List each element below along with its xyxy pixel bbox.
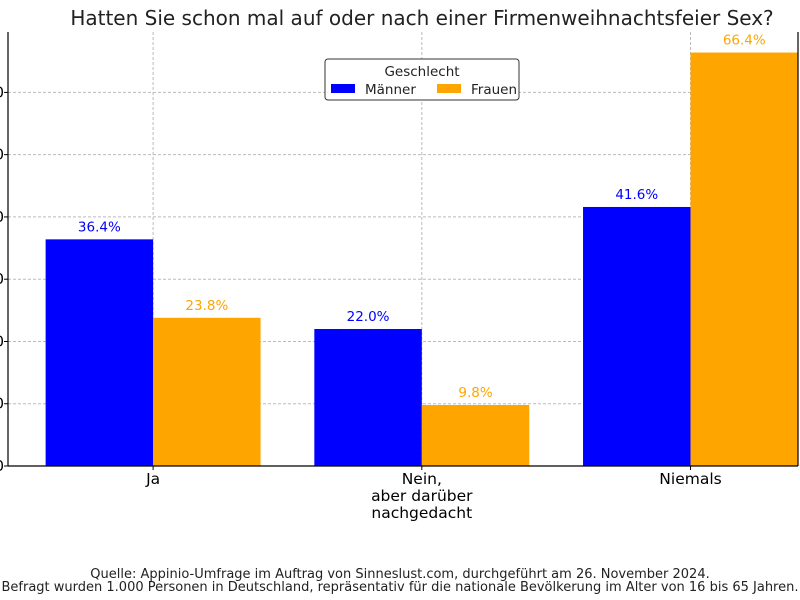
data-label: 9.8% <box>458 385 492 401</box>
data-label: 22.0% <box>347 309 390 325</box>
legend-label-maenner: Männer <box>365 82 416 98</box>
bar-maenner <box>583 206 691 467</box>
legend-label-frauen: Frauen <box>471 82 517 98</box>
bar-maenner <box>45 239 154 466</box>
y-tick-label: 40 <box>0 208 4 226</box>
x-tick-label: aber darüber <box>371 487 473 505</box>
data-label: 36.4% <box>78 219 121 235</box>
data-label: 41.6% <box>615 187 658 203</box>
x-tick-label: Ja <box>145 470 160 488</box>
legend-swatch-maenner <box>331 84 355 93</box>
x-tick-label: Nein, <box>402 470 442 488</box>
bars: 36.4% 22.0% 41.6% 23.8% 9.8% 66.4% <box>45 33 798 467</box>
y-tick-label: 30 <box>0 270 4 288</box>
y-tick-label: 60 <box>0 83 4 101</box>
source-line-1: Quelle: Appinio-Umfrage im Auftrag von S… <box>90 567 710 582</box>
legend-swatch-frauen <box>437 84 461 93</box>
y-tick-label: 10 <box>0 395 4 413</box>
y-tick-label: 50 <box>0 146 4 164</box>
bar-frauen <box>421 404 530 466</box>
legend-title: Geschlecht <box>384 64 459 80</box>
data-label: 23.8% <box>185 298 228 314</box>
bar-maenner <box>314 329 422 466</box>
bar-frauen <box>690 52 798 466</box>
y-tick-label: 20 <box>0 332 4 350</box>
x-tick-label: nachgedacht <box>371 504 472 522</box>
axes: 0 10 20 30 40 50 60 Ja Nein,aber darübernachgeda… <box>0 32 799 522</box>
data-label: 66.4% <box>723 33 766 49</box>
legend: Geschlecht Männer Frauen <box>324 58 520 101</box>
y-tick-label: 0 <box>0 457 4 475</box>
bar-frauen <box>153 317 261 466</box>
chart-title: Hatten Sie schon mal auf oder nach einer… <box>70 6 773 30</box>
x-tick-label: Niemals <box>659 470 721 488</box>
legend-box <box>324 58 520 101</box>
source-line-2: Befragt wurden 1.000 Personen in Deutsch… <box>1 580 799 595</box>
